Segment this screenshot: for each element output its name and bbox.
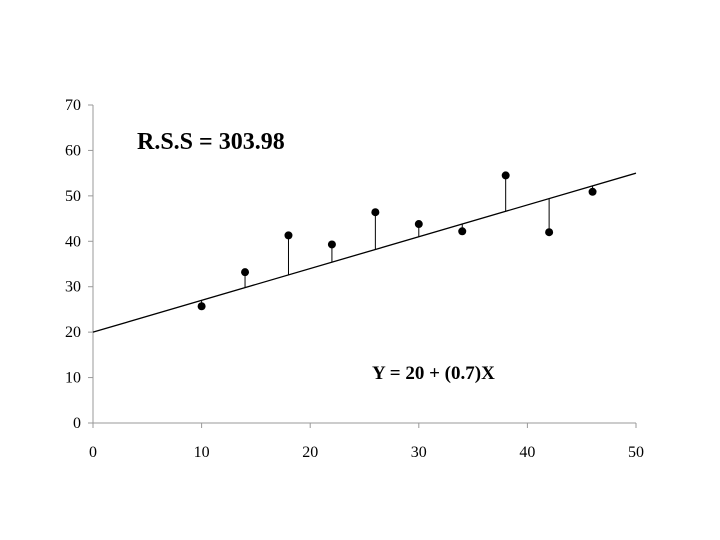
y-tick-label: 0 [73,415,81,432]
data-point [501,171,510,180]
y-tick-label: 70 [65,97,81,114]
data-point [414,220,423,229]
data-point [588,187,597,196]
equation-annotation: Y = 20 + (0.7)X [372,363,495,384]
y-tick-label: 50 [65,188,81,205]
residual-lines [201,175,594,307]
data-point [371,208,380,217]
axes [92,105,636,424]
data-point [545,228,554,237]
y-tick-label: 60 [65,142,81,159]
y-tick-label: 10 [65,370,81,387]
x-tick-label: 0 [89,444,97,461]
x-tick-label: 30 [411,444,427,461]
data-point [197,302,206,311]
rss-annotation: R.S.S = 303.98 [137,129,285,155]
y-tick-label: 40 [65,233,81,250]
data-points [197,171,597,311]
data-point [284,231,293,240]
data-point [327,240,336,249]
regression-line [92,172,637,333]
x-ticks: 0 10 20 30 40 50 [89,423,644,461]
x-tick-label: 50 [628,444,644,461]
x-tick-label: 10 [194,444,210,461]
x-tick-label: 40 [519,444,535,461]
data-point [241,268,250,277]
y-tick-label: 20 [65,324,81,341]
y-tick-label: 30 [65,279,81,296]
data-point [458,227,467,236]
y-ticks: 0 10 20 30 40 50 60 70 [65,97,93,432]
x-tick-label: 20 [302,444,318,461]
